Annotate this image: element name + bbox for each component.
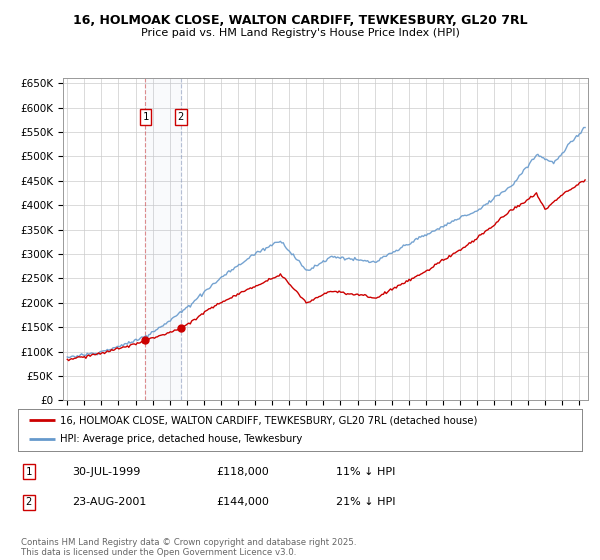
Text: 11% ↓ HPI: 11% ↓ HPI <box>336 466 395 477</box>
Text: 23-AUG-2001: 23-AUG-2001 <box>72 497 146 507</box>
Text: 21% ↓ HPI: 21% ↓ HPI <box>336 497 395 507</box>
Text: 2: 2 <box>26 497 32 507</box>
Text: 1: 1 <box>26 466 32 477</box>
Text: Contains HM Land Registry data © Crown copyright and database right 2025.
This d: Contains HM Land Registry data © Crown c… <box>21 538 356 557</box>
Text: 2: 2 <box>178 112 184 122</box>
Text: 16, HOLMOAK CLOSE, WALTON CARDIFF, TEWKESBURY, GL20 7RL (detached house): 16, HOLMOAK CLOSE, WALTON CARDIFF, TEWKE… <box>60 415 478 425</box>
Text: £118,000: £118,000 <box>216 466 269 477</box>
Text: 16, HOLMOAK CLOSE, WALTON CARDIFF, TEWKESBURY, GL20 7RL: 16, HOLMOAK CLOSE, WALTON CARDIFF, TEWKE… <box>73 14 527 27</box>
Text: HPI: Average price, detached house, Tewkesbury: HPI: Average price, detached house, Tewk… <box>60 435 302 445</box>
Bar <box>145 78 181 400</box>
Text: Price paid vs. HM Land Registry's House Price Index (HPI): Price paid vs. HM Land Registry's House … <box>140 28 460 38</box>
Text: 1: 1 <box>142 112 149 122</box>
Text: £144,000: £144,000 <box>216 497 269 507</box>
Text: 30-JUL-1999: 30-JUL-1999 <box>72 466 140 477</box>
